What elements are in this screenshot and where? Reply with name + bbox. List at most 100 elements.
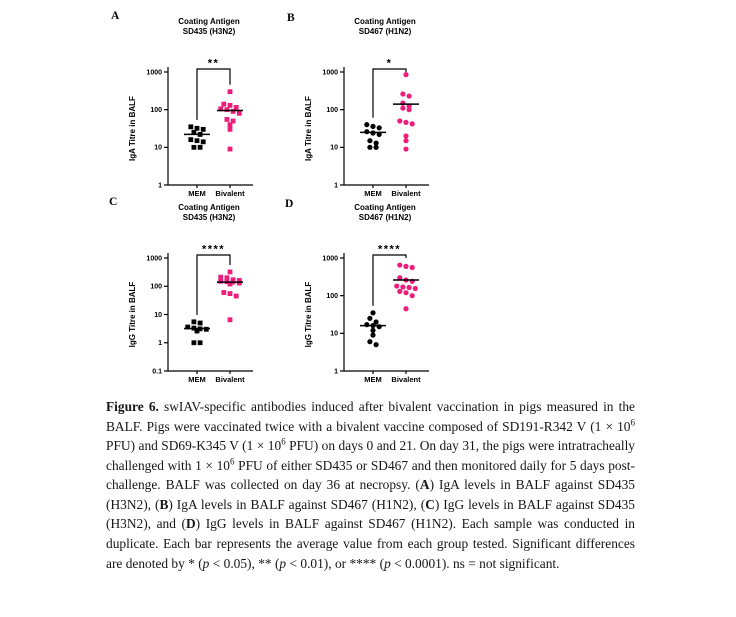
data-point	[227, 126, 233, 132]
data-point	[200, 139, 206, 145]
x-category-label: MEM	[188, 375, 206, 384]
data-point	[373, 144, 379, 150]
data-point	[403, 306, 409, 312]
data-point	[370, 310, 376, 316]
data-point	[197, 320, 203, 326]
data-point	[400, 91, 406, 97]
data-point	[394, 283, 400, 289]
data-point	[367, 138, 373, 144]
y-tick-label: 100	[326, 107, 338, 114]
data-point	[194, 138, 200, 144]
data-point	[191, 319, 197, 325]
data-point	[406, 93, 412, 99]
data-point	[227, 317, 233, 323]
y-tick-label: 10	[154, 145, 162, 152]
x-category-label: Bivalent	[391, 375, 421, 384]
data-point	[373, 342, 379, 348]
x-category-label: Bivalent	[215, 189, 245, 198]
data-point	[230, 108, 236, 114]
data-point	[227, 89, 233, 95]
x-category-label: Bivalent	[391, 189, 421, 198]
y-tick-label: 1	[158, 340, 162, 347]
data-point	[227, 122, 233, 128]
data-point	[370, 123, 376, 129]
significance-stars: ****	[378, 244, 401, 256]
y-tick-label: 100	[326, 293, 338, 300]
data-point	[188, 124, 194, 130]
significance-bracket	[196, 254, 231, 315]
data-point	[233, 293, 239, 299]
y-tick-label: 1000	[322, 255, 338, 262]
data-point	[364, 322, 370, 328]
data-point	[191, 144, 197, 150]
data-point	[227, 281, 233, 287]
data-point	[409, 121, 415, 127]
chart-title: SD467 (H1N2)	[359, 213, 412, 222]
data-point	[397, 118, 403, 124]
data-point	[403, 119, 409, 125]
y-tick-label: 100	[150, 107, 162, 114]
data-point	[224, 117, 230, 122]
data-point	[221, 101, 227, 107]
y-tick-label: 1000	[146, 69, 162, 76]
significance-bracket	[372, 68, 407, 118]
x-category-label: MEM	[364, 189, 382, 198]
data-point	[376, 324, 382, 330]
x-category-label: MEM	[188, 189, 206, 198]
y-tick-label: 1	[334, 368, 338, 375]
data-point	[188, 137, 194, 143]
y-axis-label: IgG Titre in BALF	[128, 282, 137, 348]
x-category-label: Bivalent	[215, 375, 245, 384]
data-point	[364, 122, 370, 128]
data-point	[403, 133, 409, 139]
chart-title: SD435 (H3N2)	[183, 213, 236, 222]
y-tick-label: 0.1	[152, 368, 162, 375]
data-point	[403, 146, 409, 152]
data-point	[403, 290, 409, 296]
chart-title: Coating Antigen	[354, 17, 416, 26]
data-point	[236, 280, 242, 286]
data-point	[233, 104, 239, 110]
data-point	[400, 284, 406, 290]
data-point	[367, 315, 373, 321]
y-tick-label: 10	[154, 312, 162, 319]
chart-title: SD467 (H1N2)	[359, 27, 412, 36]
data-point	[409, 293, 415, 299]
data-point	[194, 328, 200, 334]
data-point	[197, 144, 203, 150]
data-point	[397, 262, 403, 268]
significance-bracket	[196, 68, 231, 120]
data-point	[191, 129, 197, 135]
y-tick-label: 1000	[146, 255, 162, 262]
y-axis-label: IgA Titre in BALF	[304, 96, 313, 161]
data-point	[406, 284, 412, 291]
data-point	[376, 131, 382, 138]
data-point	[227, 102, 233, 108]
chart-title: Coating Antigen	[178, 17, 240, 26]
chart-title: SD435 (H3N2)	[183, 27, 236, 36]
data-point	[200, 126, 206, 132]
panel-label-b: B	[287, 12, 295, 24]
chart-title: Coating Antigen	[178, 203, 240, 212]
data-point	[191, 340, 197, 346]
y-tick-label: 1000	[322, 69, 338, 76]
data-point	[373, 140, 379, 146]
data-point	[230, 118, 236, 124]
data-point	[397, 288, 403, 294]
data-point	[370, 332, 376, 338]
data-point	[397, 275, 403, 281]
data-point	[376, 125, 382, 131]
data-point	[221, 290, 227, 295]
data-point	[197, 340, 203, 346]
significance-stars: ****	[202, 244, 225, 256]
data-point	[227, 146, 233, 152]
chart-title: Coating Antigen	[354, 203, 416, 212]
significance-bracket	[372, 254, 407, 306]
y-axis-label: IgA Titre in BALF	[128, 96, 137, 161]
figure-caption: Figure 6. swIAV-specific antibodies indu…	[106, 399, 635, 571]
data-point	[227, 291, 233, 296]
data-point	[236, 278, 242, 283]
panel-label-a: A	[111, 10, 120, 22]
